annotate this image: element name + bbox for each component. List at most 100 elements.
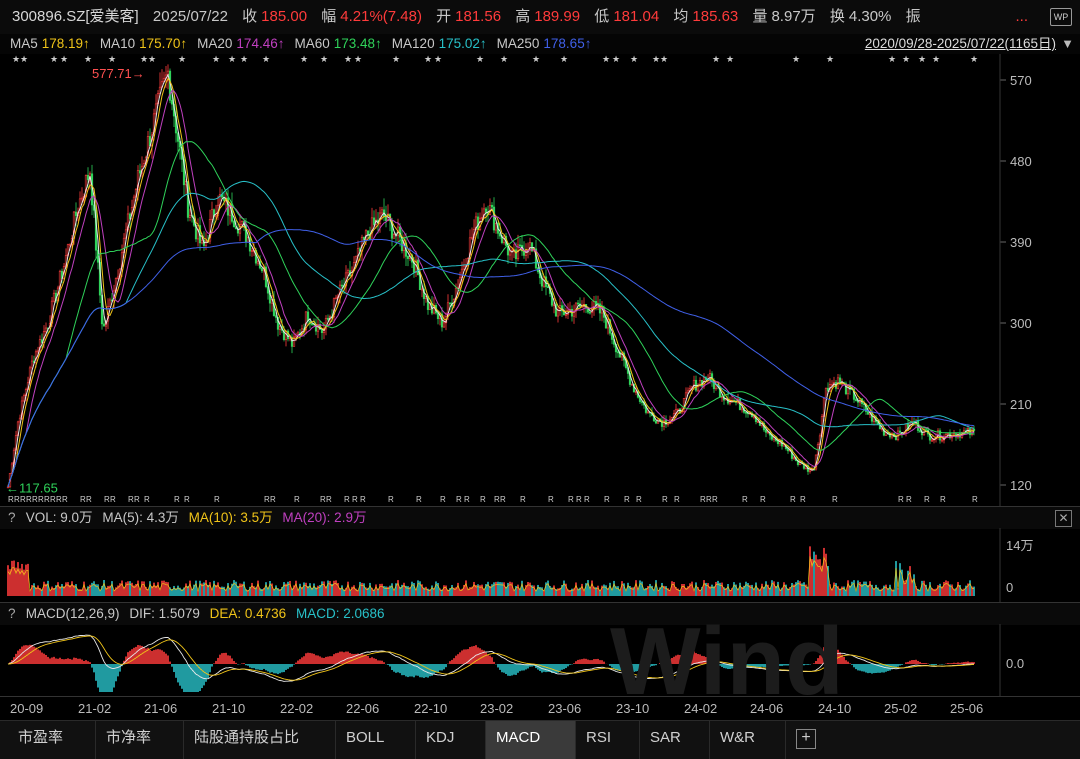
macd-bar (165, 654, 167, 664)
tab--[interactable]: 市净率 (96, 721, 184, 759)
event-star-icon: ★ (108, 54, 116, 64)
volume-bar (435, 581, 437, 596)
close-icon[interactable]: ✕ (1055, 510, 1072, 527)
turnover-label: 换 (830, 8, 845, 25)
event-r-marker: R (636, 495, 642, 504)
tab-kdj[interactable]: KDJ (416, 721, 486, 759)
volume-bar (771, 580, 773, 596)
event-star-icon: ★ (262, 54, 270, 64)
volume-bar (289, 581, 291, 596)
macd-help-icon[interactable]: ? (8, 603, 22, 625)
macd-bar (317, 655, 319, 664)
macd-bar (327, 657, 329, 664)
price-chart[interactable]: 570480390300210120★★★★★★★★★★★★★★★★★★★★★★… (0, 54, 1080, 506)
macd-bar (277, 664, 279, 674)
event-star-icon: ★ (140, 54, 148, 64)
volume-bar (947, 581, 949, 596)
volume-bar (487, 582, 489, 596)
candle-body (327, 318, 329, 319)
macd-bar (953, 663, 955, 664)
macd-bar (143, 647, 145, 664)
macd-bar (859, 664, 861, 671)
macd-bar (263, 664, 265, 669)
macd-bar (593, 659, 595, 664)
tab--[interactable]: 市盈率 (8, 721, 96, 759)
macd-bar (873, 664, 875, 673)
avg-label: 均 (673, 8, 688, 25)
x-tick-label: 23-10 (616, 697, 649, 721)
macd-bar (941, 664, 943, 665)
tab-macd[interactable]: MACD (486, 721, 576, 759)
macd-bar (87, 661, 89, 664)
macd-bar (381, 661, 383, 664)
stock-symbol[interactable]: 300896.SZ[爱美客] (12, 8, 139, 25)
volume-bar (813, 552, 815, 596)
macd-bar (193, 664, 195, 692)
wp-icon[interactable]: WP (1050, 8, 1072, 26)
macd-bar (933, 664, 935, 665)
volume-bar (97, 584, 99, 596)
candle-body (617, 352, 619, 353)
candle-body (117, 277, 119, 278)
volume-bar (37, 585, 39, 596)
macd-bar (197, 664, 199, 692)
event-r-marker: R (270, 495, 276, 504)
event-star-icon: ★ (476, 54, 484, 64)
volume-bar (425, 587, 427, 596)
volume-bar (295, 581, 297, 596)
volume-bars (7, 546, 975, 596)
macd-bar (569, 664, 571, 665)
volume-bar (571, 589, 573, 596)
candle-body (367, 231, 369, 235)
event-r-marker: R (416, 495, 422, 504)
more-dots[interactable]: ... (1015, 0, 1028, 34)
candle-body (485, 209, 487, 213)
event-r-marker: R (294, 495, 300, 504)
macd-bar (279, 664, 281, 673)
volume-bar (661, 583, 663, 596)
tab-rsi[interactable]: RSI (576, 721, 640, 759)
macd-bar (119, 664, 121, 672)
macd-bar (115, 664, 117, 681)
tab-w-r[interactable]: W&R (710, 721, 786, 759)
macd-bar (575, 661, 577, 664)
tab--[interactable]: 陆股通持股占比 (184, 721, 336, 759)
event-star-icon: ★ (970, 54, 978, 64)
macd-bar (343, 652, 345, 664)
volume-bar (305, 583, 307, 596)
volume-bar (899, 563, 901, 596)
candle-body (919, 431, 921, 432)
event-star-icon: ★ (84, 54, 92, 64)
volume-bar (857, 580, 859, 596)
event-r-marker: R (568, 495, 574, 504)
volume-bar (75, 584, 77, 596)
volume-bar (473, 582, 475, 596)
candle-body (171, 100, 173, 104)
volume-bar (335, 580, 337, 596)
macd-bar (315, 655, 317, 664)
volume-bar (863, 582, 865, 596)
volume-bar (321, 581, 323, 596)
date-range[interactable]: 2020/09/28-2025/07/22(1165日) (865, 34, 1056, 54)
add-indicator-icon[interactable]: + (796, 729, 816, 749)
macd-header: ? MACD(12,26,9) DIF: 1.5079 DEA: 0.4736 … (0, 602, 1080, 625)
volume-bar (167, 582, 169, 596)
volume-bar (329, 581, 331, 596)
macd-bar (225, 653, 227, 664)
candle-body (347, 271, 349, 273)
macd-bar (371, 657, 373, 664)
tab-boll[interactable]: BOLL (336, 721, 416, 759)
candle-body (947, 434, 949, 435)
volume-ma5: MA(5): 4.3万 (102, 510, 179, 525)
settings-dropdown-icon[interactable]: ▼ (1061, 34, 1074, 54)
volume-bar (603, 585, 605, 596)
macd-bar (349, 653, 351, 664)
volume-bar (391, 583, 393, 596)
volume-help-icon[interactable]: ? (8, 507, 22, 529)
tab-sar[interactable]: SAR (640, 721, 710, 759)
candle-body (647, 412, 649, 413)
volume-bar (43, 582, 45, 596)
ma-legend-ma60-label: MA60 (294, 36, 329, 51)
